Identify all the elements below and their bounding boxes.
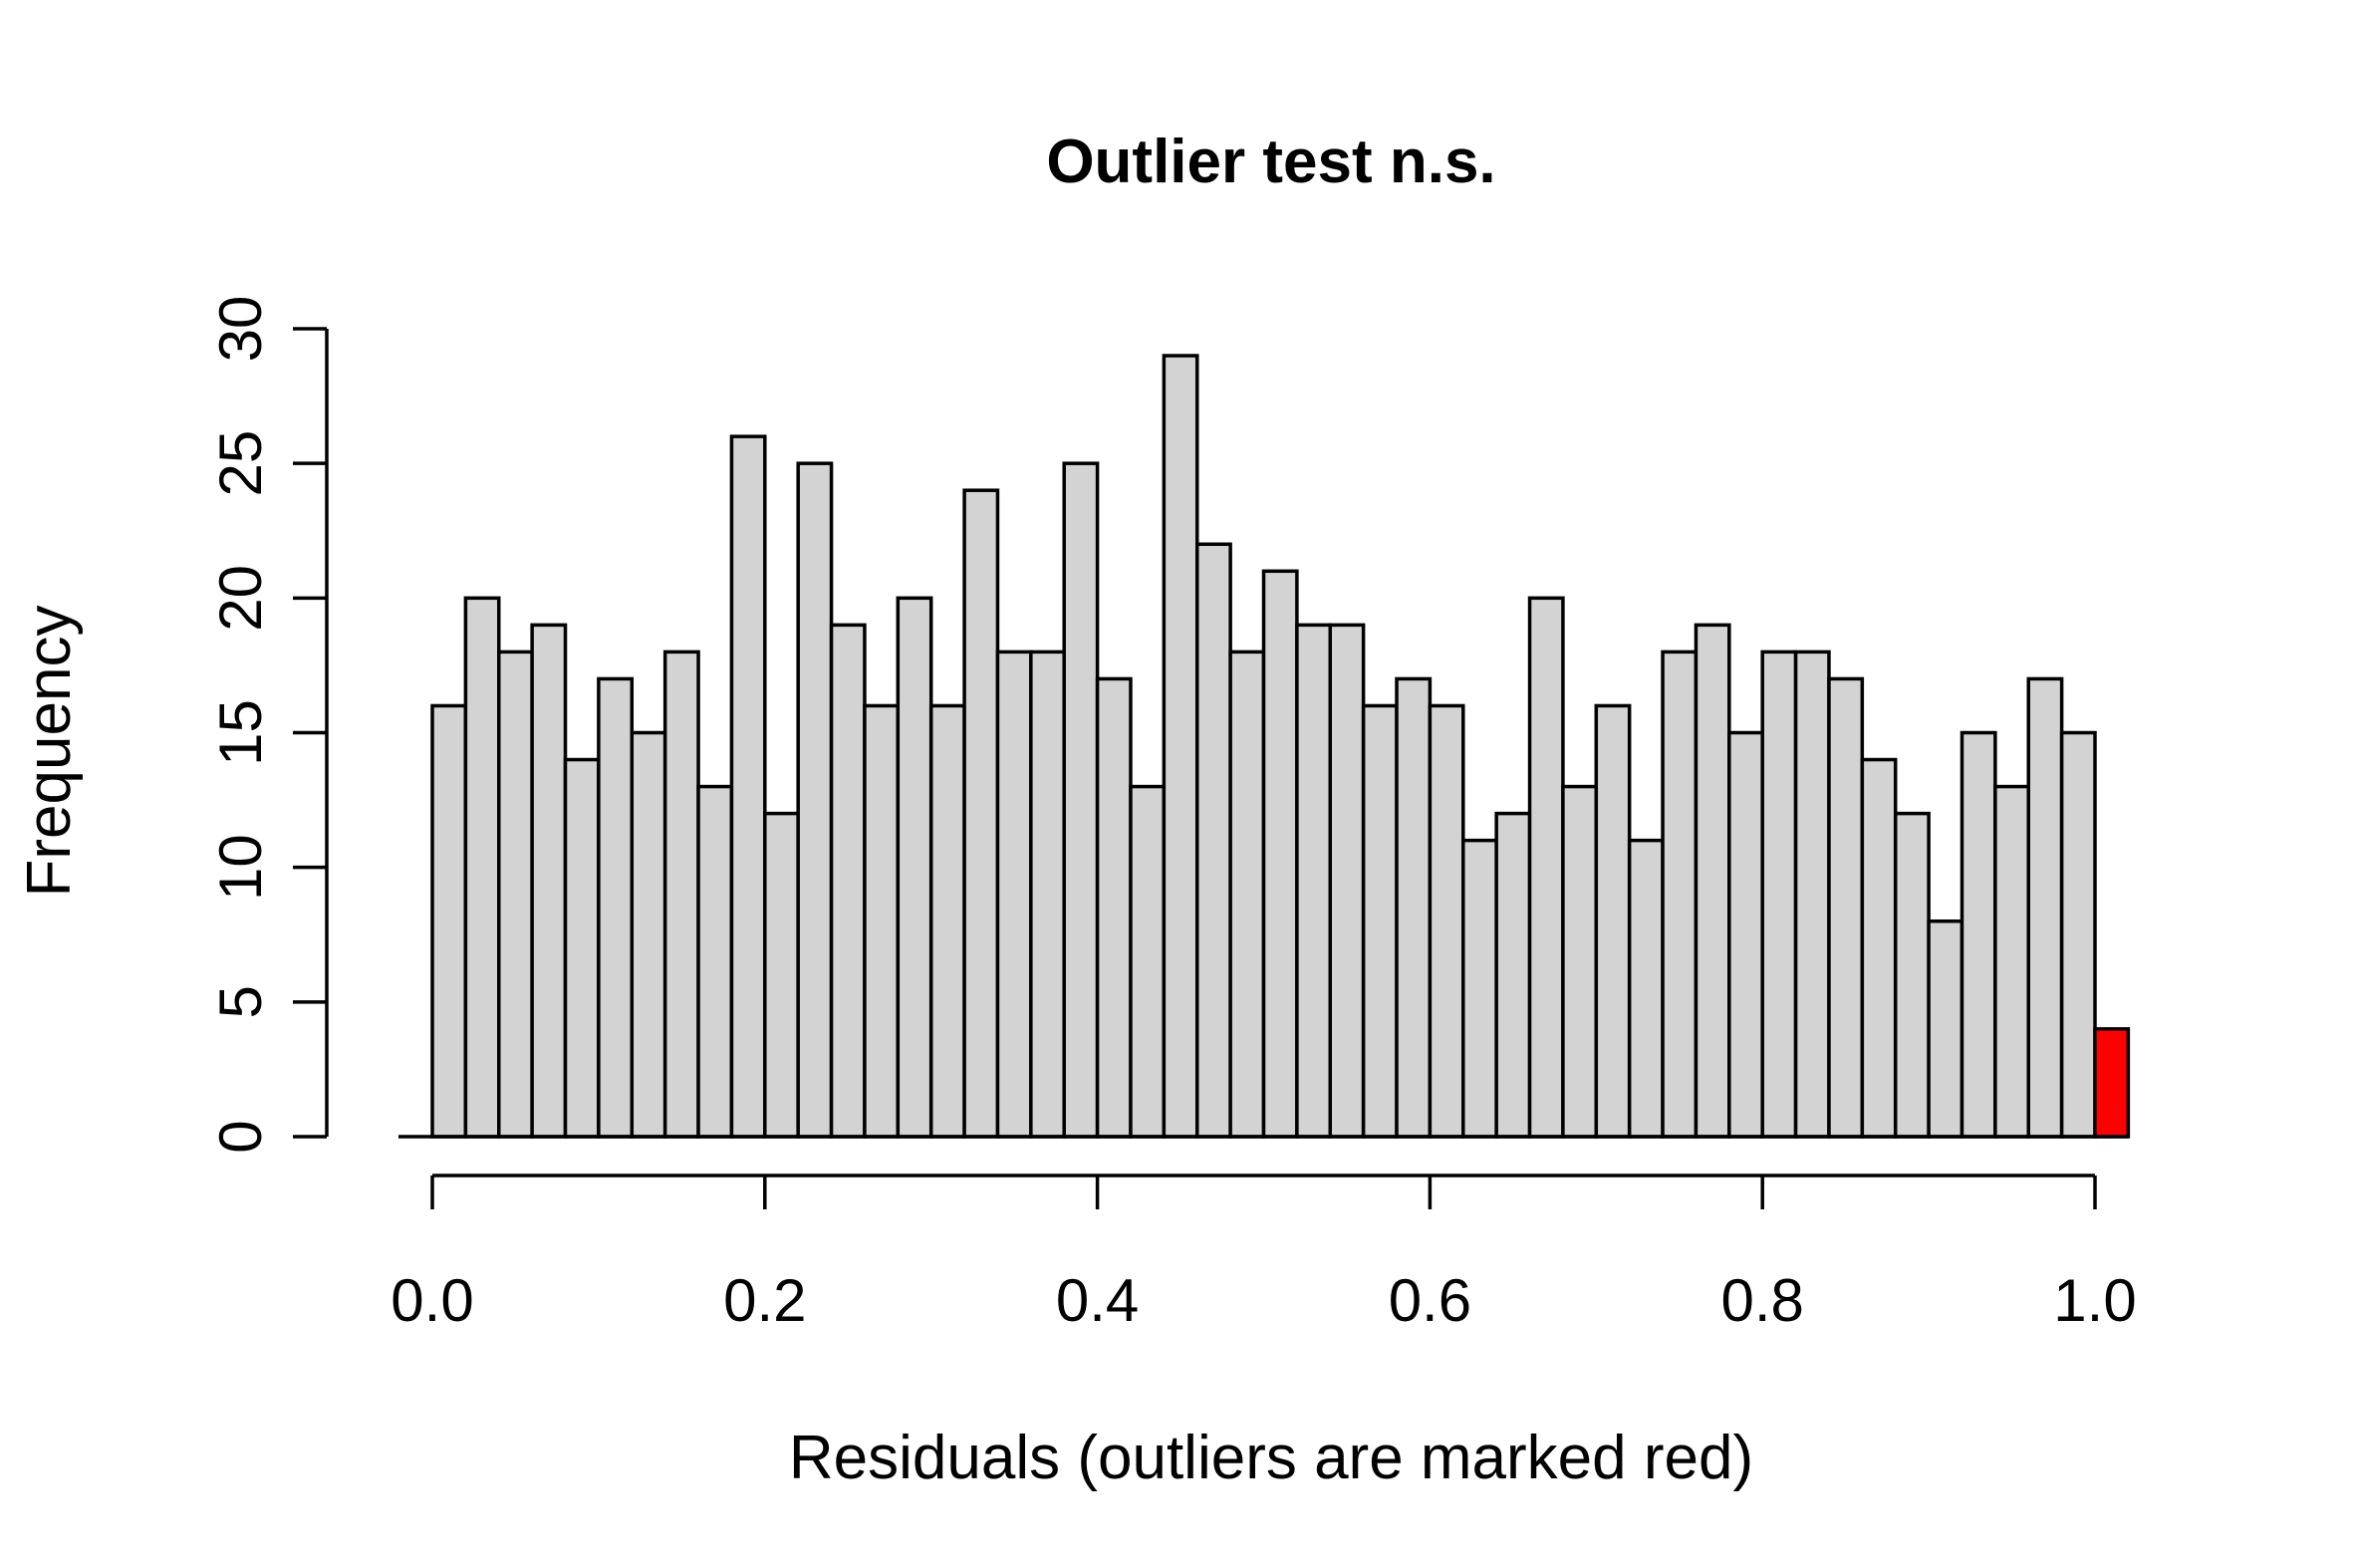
y-tick-label: 25 (207, 430, 274, 497)
histogram-bar (896, 596, 933, 1139)
x-tick-label: 0.4 (1056, 1267, 1139, 1334)
histogram-bar (1860, 757, 1898, 1139)
bars-group (398, 354, 2131, 1139)
histogram-bar (1328, 623, 1366, 1139)
y-tick-label: 15 (207, 699, 274, 766)
histogram-bar (1661, 650, 1699, 1139)
histogram-bar (796, 461, 834, 1139)
histogram-bar (962, 488, 1000, 1139)
histogram-bar (928, 703, 966, 1139)
x-axis-label: Residuals (outliers are marked red) (789, 1424, 1753, 1492)
histogram-bar (1361, 703, 1399, 1139)
x-tick-label: 0.6 (1389, 1267, 1471, 1334)
x-tick-label: 1.0 (2053, 1267, 2136, 1334)
histogram-bar (630, 730, 667, 1139)
histogram-bar (1062, 461, 1100, 1139)
histogram-bar (1594, 703, 1632, 1139)
histogram-bar (1927, 918, 1964, 1139)
histogram-bar (463, 596, 501, 1139)
histogram-bar (1527, 596, 1565, 1139)
x-axis: 0.0 0.2 0.4 0.6 0.8 1.0 (391, 1174, 2137, 1334)
x-tick-label: 0.0 (391, 1267, 473, 1334)
histogram-bar (1627, 838, 1665, 1139)
histogram-bar (1428, 703, 1465, 1139)
histogram-bar (696, 784, 734, 1139)
histogram-bar (1960, 730, 1997, 1139)
histogram-bar (1295, 623, 1333, 1139)
x-tick-label: 0.2 (723, 1267, 806, 1334)
histogram-bar (1793, 650, 1831, 1139)
histogram-bar (729, 434, 767, 1139)
histogram-bar (1827, 676, 1865, 1139)
histogram-bar (497, 650, 534, 1139)
histogram-bar (1694, 623, 1731, 1139)
histogram-bar (1760, 650, 1798, 1139)
histogram-bar (1993, 784, 2030, 1139)
y-axis: 0 5 10 15 20 25 30 (207, 296, 329, 1154)
outlier-bar (2093, 1027, 2131, 1139)
histogram-bar (1561, 784, 1599, 1139)
y-tick-label: 5 (207, 985, 274, 1018)
histogram-bar (1395, 676, 1433, 1139)
histogram-bar (995, 650, 1033, 1139)
y-tick-label: 20 (207, 565, 274, 632)
histogram-bar (1494, 811, 1532, 1139)
histogram-bar (1727, 730, 1764, 1139)
x-tick-label: 0.8 (1720, 1267, 1803, 1334)
histogram-bar (1261, 569, 1299, 1139)
histogram-bar (563, 757, 601, 1139)
histogram-bar (1228, 650, 1266, 1139)
histogram-bar (863, 703, 901, 1139)
histogram-bar (1893, 811, 1931, 1139)
y-tick-label: 30 (207, 296, 274, 363)
histogram-bar (763, 811, 800, 1139)
histogram-bar (2059, 730, 2097, 1139)
histogram-bar (1129, 784, 1167, 1139)
histogram-bar (1162, 354, 1199, 1139)
chart-title: Outlier test n.s. (1046, 128, 1495, 196)
histogram-bar (1194, 542, 1232, 1139)
y-tick-label: 10 (207, 834, 274, 901)
y-axis-label: Frequency (15, 606, 84, 898)
histogram-bar (2026, 676, 2064, 1139)
histogram-bar (430, 703, 468, 1139)
histogram-bar (829, 623, 867, 1139)
histogram-bar (1095, 676, 1133, 1139)
histogram-bar (1029, 650, 1066, 1139)
histogram-bar (662, 650, 700, 1139)
histogram-bar (1461, 838, 1498, 1139)
histogram-bar (597, 676, 635, 1139)
y-tick-label: 0 (207, 1120, 274, 1153)
histogram-bar (530, 623, 568, 1139)
